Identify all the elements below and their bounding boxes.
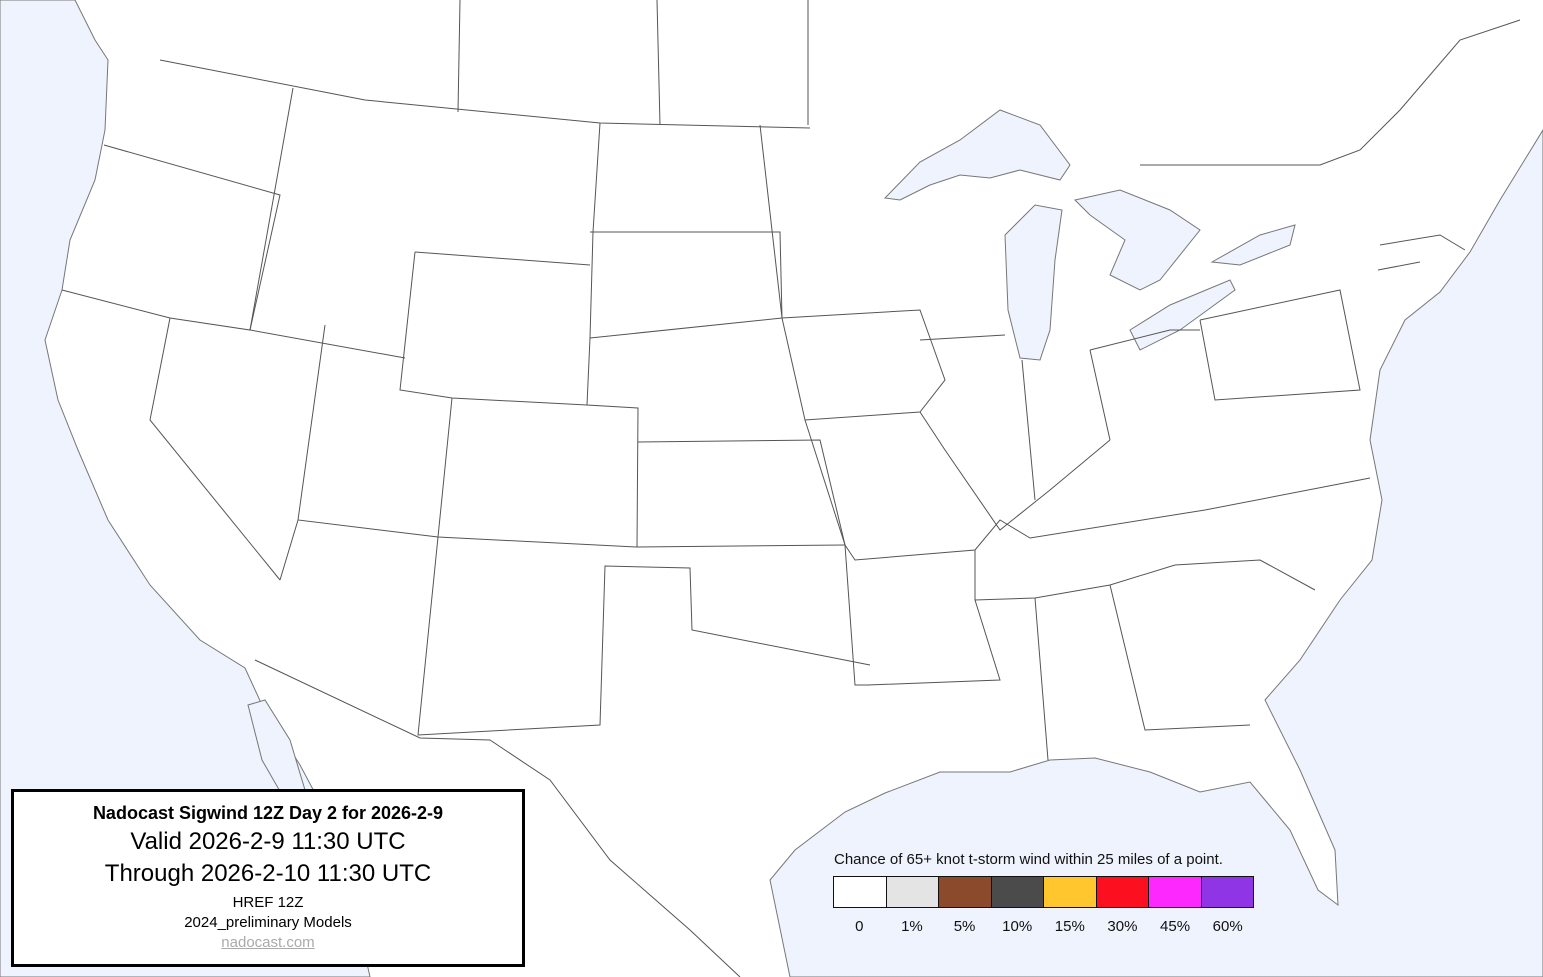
- lake-huron: [1074, 189, 1201, 291]
- legend-swatch: [1044, 877, 1097, 907]
- legend-swatch: [834, 877, 887, 907]
- legend-label: 60%: [1212, 918, 1243, 935]
- valid-time: Valid 2026-2-9 11:30 UTC: [130, 828, 406, 855]
- legend-label: 10%: [1002, 918, 1033, 935]
- legend-swatch: [939, 877, 992, 907]
- legend-label: 5%: [953, 918, 976, 935]
- legend-swatch: [1201, 877, 1253, 907]
- gulf-and-atlantic: [769, 129, 1543, 977]
- nadocast-link[interactable]: nadocast.com: [221, 934, 315, 951]
- legend-label: 1%: [901, 918, 923, 935]
- lake-ontario: [1210, 224, 1296, 266]
- title-box: Nadocast Sigwind 12Z Day 2 for 2026-2-9 …: [11, 789, 525, 967]
- legend-label: 15%: [1054, 918, 1085, 935]
- model-label: HREF 12Z: [232, 894, 304, 911]
- legend-label: 30%: [1107, 918, 1138, 935]
- through-time: Through 2026-2-10 11:30 UTC: [104, 860, 432, 887]
- state-borders: [61, 0, 1521, 977]
- legend-swatch: [1149, 877, 1202, 907]
- legend-swatches: [833, 876, 1254, 908]
- legend-swatch: [991, 877, 1044, 907]
- legend-labels: 0 1% 5% 10% 15% 30% 45% 60%: [833, 918, 1254, 935]
- probability-legend: Chance of 65+ knot t-storm wind within 2…: [833, 851, 1263, 935]
- lake-erie: [1129, 279, 1236, 351]
- legend-label: 45%: [1160, 918, 1191, 935]
- map-title: Nadocast Sigwind 12Z Day 2 for 2026-2-9: [92, 803, 444, 823]
- legend-label: 0: [855, 918, 864, 935]
- lake-michigan: [1004, 204, 1063, 361]
- lake-superior: [883, 109, 1071, 201]
- legend-swatch: [1096, 877, 1149, 907]
- models-version: 2024_preliminary Models: [184, 914, 352, 931]
- legend-swatch: [886, 877, 939, 907]
- legend-title: Chance of 65+ knot t-storm wind within 2…: [834, 851, 1223, 868]
